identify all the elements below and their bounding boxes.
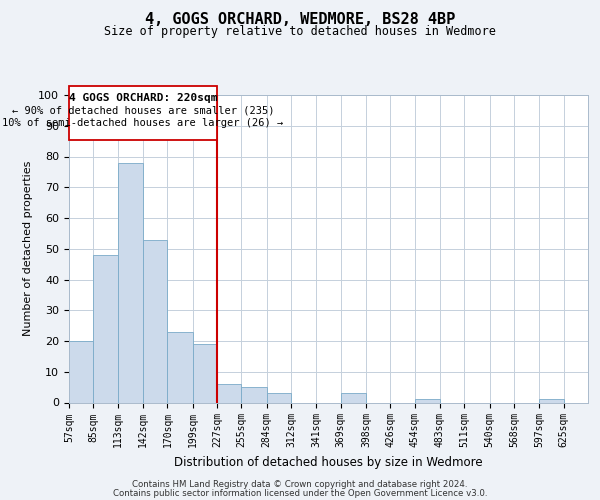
Text: 4, GOGS ORCHARD, WEDMORE, BS28 4BP: 4, GOGS ORCHARD, WEDMORE, BS28 4BP	[145, 12, 455, 28]
Bar	[539, 400, 563, 402]
Text: Contains public sector information licensed under the Open Government Licence v3: Contains public sector information licen…	[113, 488, 487, 498]
Bar	[266, 394, 291, 402]
Bar	[341, 394, 366, 402]
Text: ← 90% of detached houses are smaller (235): ← 90% of detached houses are smaller (23…	[12, 106, 274, 116]
Bar	[69, 341, 94, 402]
X-axis label: Distribution of detached houses by size in Wedmore: Distribution of detached houses by size …	[174, 456, 483, 469]
Text: Contains HM Land Registry data © Crown copyright and database right 2024.: Contains HM Land Registry data © Crown c…	[132, 480, 468, 489]
Text: 4 GOGS ORCHARD: 220sqm: 4 GOGS ORCHARD: 220sqm	[69, 94, 217, 104]
Bar	[415, 400, 440, 402]
Bar	[94, 255, 118, 402]
Y-axis label: Number of detached properties: Number of detached properties	[23, 161, 33, 336]
Bar	[118, 162, 143, 402]
Text: 10% of semi-detached houses are larger (26) →: 10% of semi-detached houses are larger (…	[2, 118, 284, 128]
Bar	[241, 387, 266, 402]
Bar	[193, 344, 217, 403]
FancyBboxPatch shape	[69, 86, 217, 140]
Bar	[167, 332, 193, 402]
Text: Size of property relative to detached houses in Wedmore: Size of property relative to detached ho…	[104, 25, 496, 38]
Bar	[217, 384, 241, 402]
Bar	[143, 240, 167, 402]
